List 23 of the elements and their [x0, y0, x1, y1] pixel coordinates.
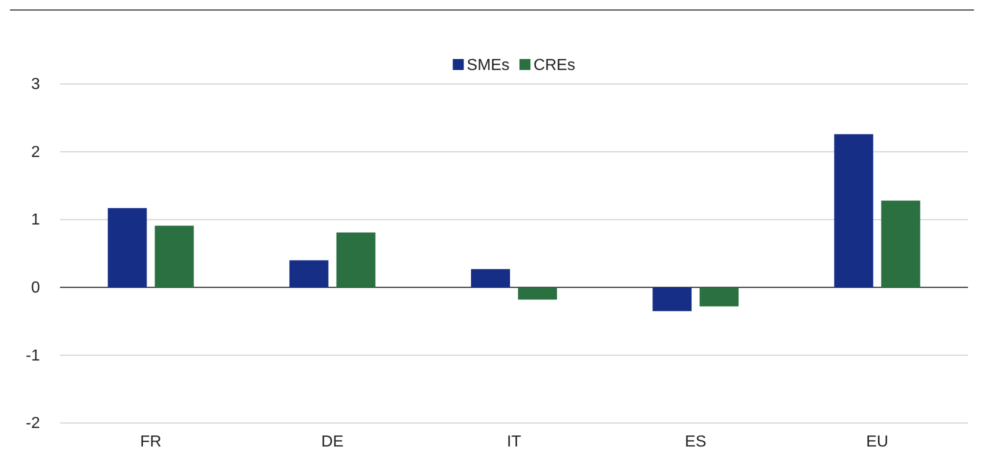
- bar: [881, 200, 920, 288]
- bar: [289, 260, 328, 288]
- y-tick-label: 1: [31, 212, 40, 229]
- bar: [108, 208, 147, 288]
- x-tick-label: IT: [506, 433, 522, 450]
- bar: [700, 287, 739, 306]
- x-tick-label: EU: [866, 433, 888, 450]
- x-tick-label: DE: [321, 433, 344, 450]
- y-tick-label: -2: [26, 415, 40, 432]
- legend-label: SMEs: [466, 57, 510, 74]
- legend-label: CREs: [533, 57, 576, 74]
- bar: [652, 287, 692, 312]
- y-tick-label: 0: [31, 280, 40, 297]
- x-tick-label: ES: [684, 433, 706, 450]
- x-tick-label: FR: [140, 433, 162, 450]
- y-tick-label: 3: [31, 76, 40, 94]
- bar: [834, 134, 874, 288]
- bar: [471, 269, 510, 288]
- y-tick-label: 2: [31, 144, 40, 161]
- bar: [518, 287, 557, 300]
- y-tick-label: -1: [26, 347, 40, 364]
- bar: [154, 226, 194, 288]
- bar: [336, 232, 376, 288]
